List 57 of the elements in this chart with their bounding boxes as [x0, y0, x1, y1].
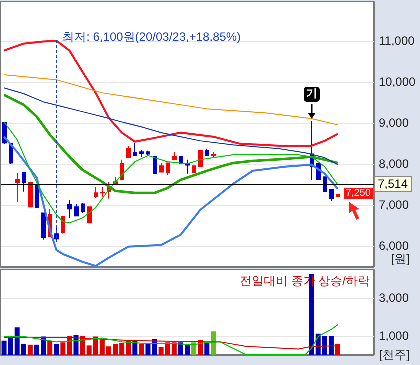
bar [192, 342, 197, 355]
bar [48, 340, 53, 355]
candlestick [329, 189, 334, 202]
candlestick [185, 159, 190, 174]
bar [54, 344, 60, 355]
candlestick [74, 204, 79, 217]
candlestick [120, 159, 124, 181]
line-series [3, 136, 340, 268]
y-tick-label: 8,000 [379, 157, 410, 172]
y-tick-label: 1,000 [379, 328, 410, 343]
candlestick [41, 212, 46, 240]
y-tick-label: 9,000 [379, 116, 410, 130]
candlestick [81, 202, 85, 214]
annotation: 기 [304, 86, 320, 102]
y-axis-title: [천주] [379, 348, 410, 362]
bar [146, 344, 151, 355]
y-tick-label: 7,000 [379, 198, 410, 212]
candlestick [139, 150, 144, 158]
candlestick [159, 162, 164, 173]
candlestick [61, 216, 65, 234]
candlestick [35, 184, 39, 208]
candlestick [28, 182, 33, 208]
line-series [4, 122, 339, 224]
candlestick [153, 156, 157, 174]
y-tick-label: 3,000 [379, 290, 410, 305]
candlestick [323, 176, 327, 192]
bar [204, 343, 210, 355]
candlestick [211, 152, 216, 158]
bar [211, 332, 216, 355]
candlestick [67, 200, 72, 219]
candlestick [205, 148, 209, 156]
bar [139, 344, 144, 355]
candlestick [166, 162, 170, 176]
annotation: 7,250 [344, 188, 373, 199]
y-axis-title: [원] [391, 252, 410, 266]
candlestick [198, 150, 203, 168]
candlestick [336, 194, 340, 198]
line-series [4, 324, 339, 356]
candlestick [126, 145, 131, 158]
y-tick-label: 6,000 [379, 239, 410, 254]
annotation: 최저: 6,100원(20/03/23,+18.85%) [62, 29, 242, 46]
candlestick [15, 172, 20, 203]
bar [28, 344, 33, 355]
candlestick [192, 166, 196, 174]
candlestick [87, 206, 92, 224]
line-series [4, 74, 339, 126]
candlestick [146, 150, 150, 156]
line-series [4, 88, 339, 166]
candlestick [133, 142, 137, 156]
candlestick [100, 186, 105, 198]
candlestick [22, 172, 26, 192]
y-tick-label: 10,000 [379, 74, 416, 89]
candlestick [172, 152, 177, 160]
y-tick-label: 11,000 [379, 34, 416, 48]
bar [74, 335, 79, 355]
candlestick [94, 186, 98, 199]
ref-line-label: 7,514 [378, 176, 408, 191]
